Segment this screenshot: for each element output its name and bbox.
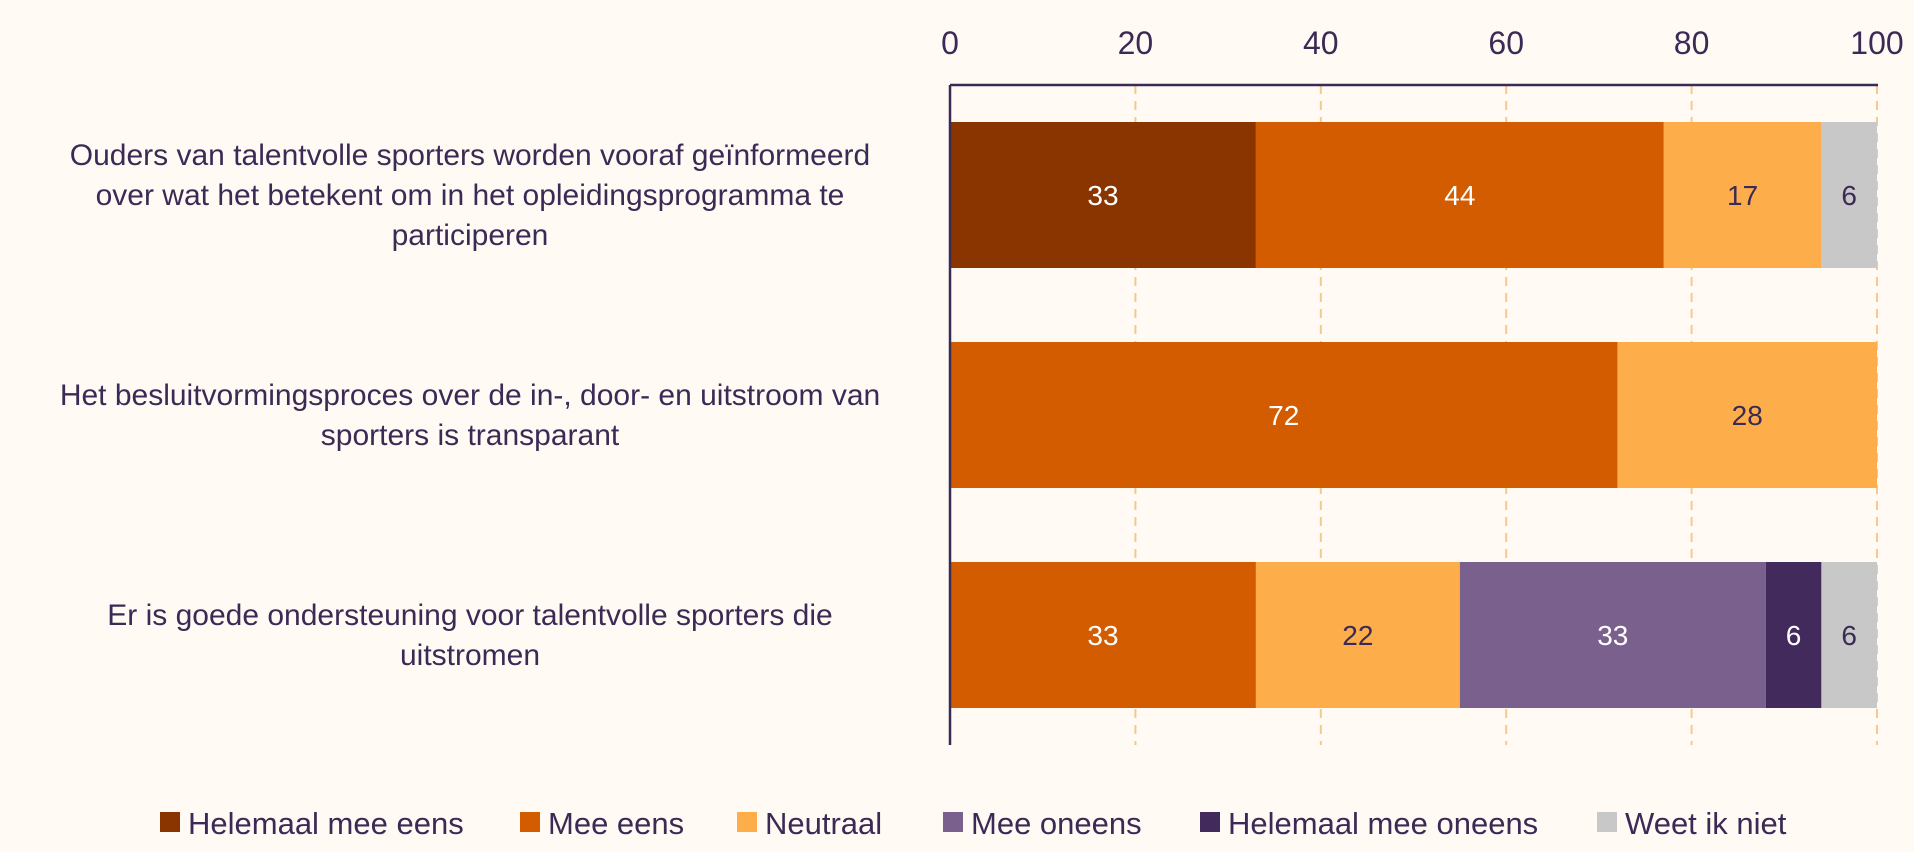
category-label: Ouders van talentvolle sporters worden v…: [70, 139, 870, 172]
data-label: 22: [1342, 620, 1373, 651]
legend-label: Helemaal mee oneens: [1228, 806, 1538, 841]
data-label: 33: [1597, 620, 1628, 651]
bar-segment: [950, 562, 1256, 708]
x-tick-label: 100: [1850, 25, 1903, 61]
data-label: 6: [1841, 180, 1857, 211]
legend-swatch: [520, 812, 540, 832]
axes: 0 20 40 60 80 100: [941, 25, 1904, 745]
legend: Helemaal mee eens Mee eens Neutraal Mee one…: [160, 806, 1787, 841]
bar-segment: [1765, 562, 1822, 708]
data-label: 6: [1841, 620, 1857, 651]
bars: 33 44 17 6 72 28 33 22 33 6 6: [950, 122, 1877, 708]
x-tick-label: 0: [941, 25, 959, 61]
data-label: 33: [1087, 620, 1118, 651]
category-label: participeren: [392, 219, 549, 252]
x-tick-label: 40: [1303, 25, 1339, 61]
data-label: 17: [1727, 180, 1758, 211]
x-tick-label: 60: [1488, 25, 1524, 61]
legend-label: Mee oneens: [971, 806, 1142, 841]
category-label: Het besluitvormingsproces over de in-, d…: [60, 379, 880, 412]
data-label: 6: [1786, 620, 1802, 651]
bar-segment: [1821, 122, 1877, 268]
data-label: 33: [1087, 180, 1118, 211]
legend-label: Helemaal mee eens: [188, 806, 464, 841]
bar-segment: [1663, 122, 1822, 268]
bar-segment: [1617, 342, 1877, 488]
bar-segment: [1255, 122, 1664, 268]
data-label: 72: [1268, 400, 1299, 431]
category-label: sporters is transparant: [321, 419, 620, 452]
legend-label: Weet ik niet: [1625, 806, 1787, 841]
bar-segment: [1255, 562, 1460, 708]
category-label: uitstromen: [400, 639, 540, 672]
x-tick-label: 80: [1674, 25, 1710, 61]
category-labels: Ouders van talentvolle sporters worden v…: [60, 139, 880, 672]
x-tick-label: 20: [1118, 25, 1154, 61]
legend-swatch: [1200, 812, 1220, 832]
bar-segment: [1821, 562, 1877, 708]
legend-swatch: [737, 812, 757, 832]
data-label: 44: [1444, 180, 1475, 211]
bar-segment: [950, 342, 1618, 488]
bar-segment: [1459, 562, 1766, 708]
legend-swatch: [943, 812, 963, 832]
legend-label: Mee eens: [548, 806, 684, 841]
legend-swatch: [160, 812, 180, 832]
legend-swatch: [1597, 812, 1617, 832]
legend-label: Neutraal: [765, 806, 882, 841]
category-label: Er is goede ondersteuning voor talentvol…: [107, 599, 832, 632]
data-label: 28: [1732, 400, 1763, 431]
bar-segment: [950, 122, 1256, 268]
category-label: over wat het betekent om in het opleidin…: [96, 179, 845, 212]
